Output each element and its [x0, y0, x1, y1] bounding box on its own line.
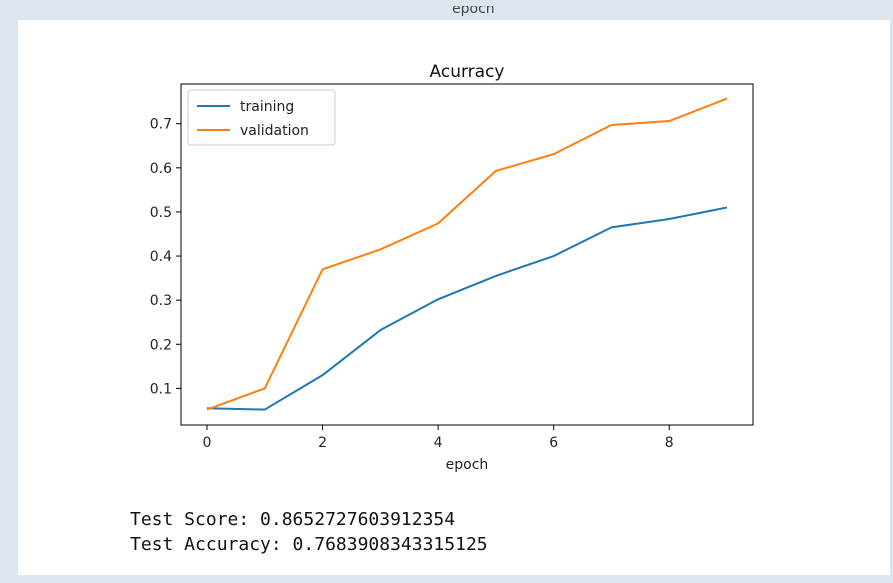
clipped-xlabel-above: epoch [452, 6, 495, 17]
chart-title: Acurracy [430, 62, 505, 82]
x-axis-label: epoch [446, 457, 489, 473]
legend-box [187, 89, 336, 146]
test-accuracy-line: Test Accuracy: 0.7683908343315125 [130, 534, 488, 555]
legend-label-training: training [240, 99, 294, 115]
legend-label-validation: validation [240, 123, 309, 139]
series-line-validation [206, 97, 728, 411]
notebook-cell-output [18, 20, 890, 575]
x-tick-label: 2 [318, 435, 327, 451]
y-tick-label: 0.4 [150, 249, 172, 265]
series-line-training [206, 206, 728, 411]
y-tick-label: 0.5 [150, 205, 172, 221]
x-tick-label: 8 [665, 435, 674, 451]
y-tick-label: 0.6 [150, 161, 172, 177]
plot-frame [180, 83, 754, 426]
y-tick-label: 0.1 [150, 381, 172, 397]
x-tick-label: 0 [203, 435, 212, 451]
y-tick-label: 0.3 [150, 293, 172, 309]
y-tick-label: 0.7 [150, 117, 172, 133]
test-results: Test Score: 0.8652727603912354 Test Accur… [130, 507, 488, 557]
test-score-line: Test Score: 0.8652727603912354 [130, 509, 456, 530]
x-tick-label: 6 [549, 435, 558, 451]
x-tick-label: 4 [434, 435, 443, 451]
y-tick-label: 0.2 [150, 337, 172, 353]
